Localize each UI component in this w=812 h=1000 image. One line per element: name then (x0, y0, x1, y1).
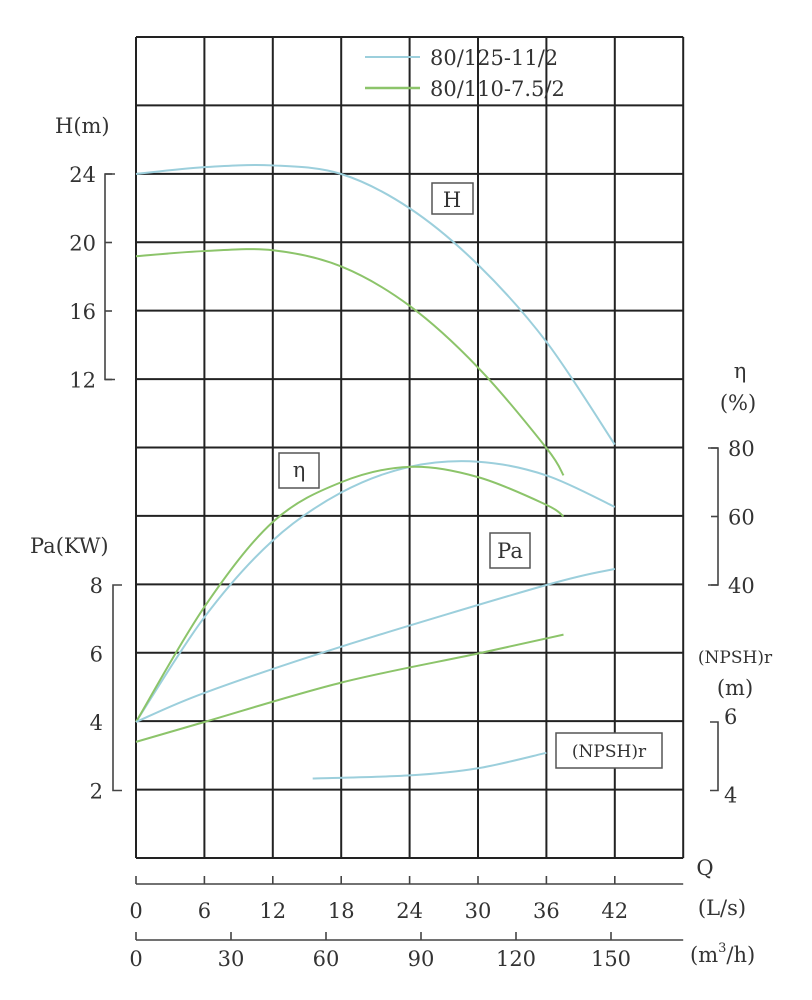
pa-axis-tick-label: 4 (90, 711, 103, 735)
m3h-axis-unit: (m3/h) (690, 941, 755, 967)
eta-axis-tick-label: 80 (728, 437, 755, 461)
svg-text:η: η (293, 458, 306, 482)
npsh-curve-80-125-11-2 (312, 751, 547, 780)
m3h-axis-tick-label: 0 (129, 947, 142, 971)
pa-curve-80-125-11-2 (135, 567, 616, 723)
eta-axis-tick-label: 60 (728, 506, 755, 530)
ls-axis-tick-label: 12 (259, 899, 286, 923)
svg-text:H: H (443, 188, 461, 212)
h-axis-tick-label: 20 (69, 232, 96, 256)
curve-label-eta: η (278, 452, 320, 489)
h-axis-bracket (104, 173, 115, 381)
h-axis-tick-label: 12 (69, 369, 96, 393)
npsh-axis-unit: (m) (717, 676, 753, 700)
m3h-axis-tick-label: 60 (313, 947, 340, 971)
ls-axis-tick-label: 6 (198, 899, 211, 923)
h-curve-80-125-11-2 (135, 164, 616, 446)
eta-axis-unit: (%) (720, 391, 756, 415)
ls-axis-tick-label: 24 (396, 899, 423, 923)
ls-axis-tick-label: 30 (465, 899, 492, 923)
eta-axis-tick-label: 40 (728, 574, 755, 598)
npsh-axis-tick-label: 4 (724, 784, 737, 808)
m3h-axis-tick-label: 30 (218, 947, 245, 971)
svg-text:Pa: Pa (497, 539, 523, 563)
pa-axis-tick-label: 2 (90, 780, 103, 804)
curve-label-pa: Pa (489, 532, 531, 569)
m3h-axis-tick-label: 150 (591, 947, 631, 971)
ls-axis-tick-label: 0 (129, 899, 142, 923)
legend: 80/125-11/2 80/110-7.5/2 (365, 46, 565, 101)
pa-axis-tick-label: 6 (90, 643, 103, 667)
grid (135, 36, 685, 859)
pa-curve-80-110-7-5-2 (135, 633, 564, 743)
legend-label-series-1: 80/125-11/2 (430, 46, 558, 70)
npsh-axis-tick-label: 6 (724, 705, 737, 729)
m3h-axis-tick-label: 120 (496, 947, 536, 971)
q-axis-label: Q (696, 856, 713, 880)
pa-axis-tick-label: 8 (90, 574, 103, 598)
h-axis-tick-label: 16 (69, 300, 96, 324)
ls-axis-unit: (L/s) (698, 896, 746, 920)
curves (135, 164, 616, 780)
npsh-axis-bracket (710, 721, 719, 792)
legend-label-series-2: 80/110-7.5/2 (430, 77, 565, 101)
curve-label-npsh: (NPSH)r (555, 732, 663, 769)
h-curve-80-110-7-5-2 (135, 248, 565, 476)
eta-axis-label: η (734, 359, 747, 383)
eta-curve-80-125-11-2 (135, 460, 616, 723)
m3h-axis-tick-label: 90 (408, 947, 435, 971)
h-axis-tick-label: 24 (69, 163, 96, 187)
eta-curve-80-110-7-5-2 (135, 465, 565, 723)
pa-axis-bracket (112, 584, 122, 792)
pa-axis-label: Pa(KW) (30, 534, 109, 558)
h-axis-label: H(m) (55, 114, 110, 138)
svg-text:(NPSH)r: (NPSH)r (572, 742, 647, 762)
ls-axis-tick-label: 36 (533, 899, 560, 923)
curve-label-h: H (431, 182, 474, 215)
ls-axis-tick-label: 42 (601, 899, 628, 923)
npsh-axis-label: (NPSH)r (698, 648, 773, 668)
ls-axis-tick-label: 18 (328, 899, 355, 923)
